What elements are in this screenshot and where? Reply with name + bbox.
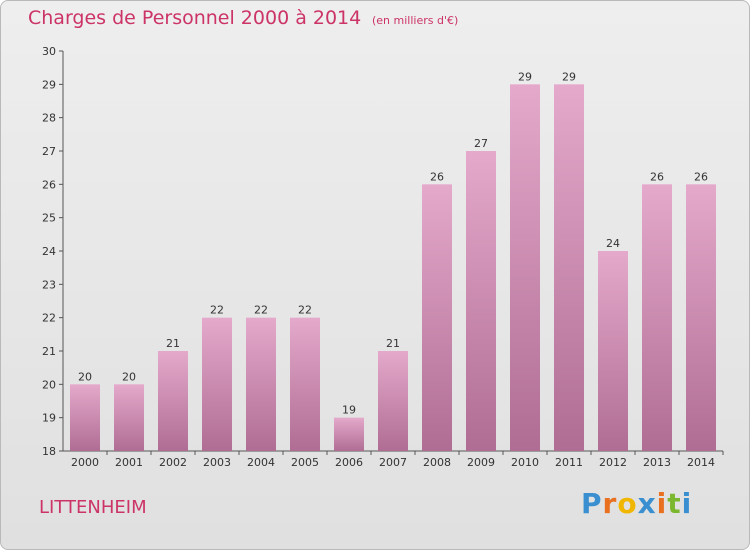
x-tick-label: 2013 [643,456,671,469]
x-tick-label: 2007 [379,456,407,469]
bar-2001 [114,384,144,451]
value-label: 22 [210,304,224,317]
bar-2002 [158,351,188,451]
value-label: 21 [166,337,180,350]
x-tick-label: 2014 [687,456,715,469]
y-tick-label: 30 [42,45,56,58]
bar-2011 [554,84,584,451]
y-tick-label: 26 [42,178,56,191]
x-tick-label: 2006 [335,456,363,469]
logo-letter: t [667,487,682,520]
value-label: 19 [342,404,356,417]
x-tick-label: 2002 [159,456,187,469]
y-tick-label: 18 [42,445,56,458]
x-tick-label: 2008 [423,456,451,469]
x-tick-label: 2001 [115,456,143,469]
x-tick-label: 2000 [71,456,99,469]
bar-2013 [642,184,672,452]
x-tick-label: 2003 [203,456,231,469]
chart-bars [70,84,716,452]
x-tick-label: 2004 [247,456,275,469]
y-tick-label: 21 [42,345,56,358]
bar-2006 [334,417,364,451]
proxiti-logo: Proxiti [581,487,692,520]
y-tick-label: 20 [42,378,56,391]
x-tick-label: 2005 [291,456,319,469]
value-label: 29 [518,70,532,83]
value-label: 20 [78,370,92,383]
bar-2000 [70,384,100,451]
bar-2014 [686,184,716,452]
value-label: 21 [386,337,400,350]
value-label: 27 [474,137,488,150]
value-label: 22 [254,304,268,317]
chart-labels: 2000 20 2001 20 2002 21 2003 22 2004 22 2005 22 2006… [71,70,715,469]
y-tick-label: 29 [42,78,56,91]
y-tick-label: 27 [42,145,56,158]
value-label: 26 [430,170,444,183]
logo-letter: i [681,487,693,520]
y-tick-label: 25 [42,212,56,225]
value-label: 20 [122,370,136,383]
bar-2008 [422,184,452,452]
value-label: 29 [562,70,576,83]
value-label: 26 [694,170,708,183]
x-tick-label: 2009 [467,456,495,469]
x-tick-label: 2011 [555,456,583,469]
y-tick-label: 22 [42,312,56,325]
commune-name: LITTENHEIM [39,497,147,518]
chart-subtitle: (en milliers d'€) [372,14,459,27]
y-tick-label: 19 [42,412,56,425]
x-tick-label: 2012 [599,456,627,469]
bar-2004 [246,317,276,451]
bar-2010 [510,84,540,451]
y-tick-label: 28 [42,112,56,125]
chart-title: Charges de Personnel 2000 à 2014 [28,7,362,29]
value-label: 22 [298,304,312,317]
bar-2005 [290,317,320,451]
bar-2007 [378,351,408,451]
x-tick-label: 2010 [511,456,539,469]
bar-2009 [466,151,496,451]
bar-2012 [598,251,628,451]
value-label: 26 [650,170,664,183]
value-label: 24 [606,237,620,250]
y-tick-label: 23 [42,278,56,291]
logo-letter: i [656,487,668,520]
bar-2003 [202,317,232,451]
logo-letter: P [581,487,603,520]
logo-letter: x [637,487,657,520]
logo-letter: r [602,487,618,520]
logo-letter: o [617,487,638,520]
y-tick-label: 24 [42,245,56,258]
